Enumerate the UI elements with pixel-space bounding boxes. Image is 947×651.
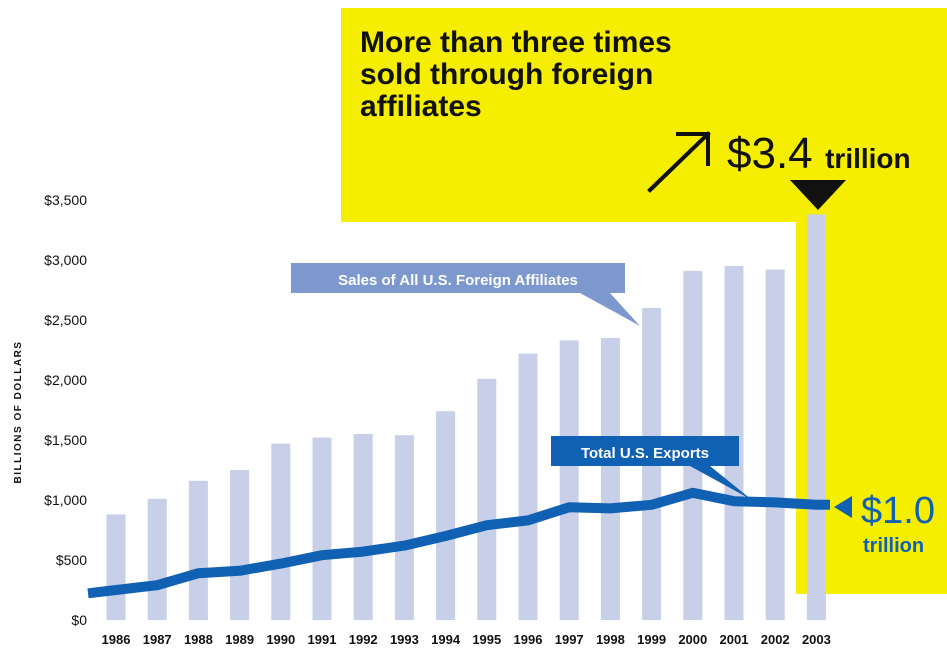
bar-1997 [559, 340, 579, 620]
bar-1987 [147, 498, 167, 620]
x-tick-label: 2001 [720, 632, 749, 647]
top-value: $3.4 [727, 129, 813, 178]
x-tick-label: 1999 [637, 632, 666, 647]
bar-1994 [436, 411, 456, 620]
bar-2002 [765, 269, 785, 620]
y-tick-label: $1,000 [44, 492, 87, 508]
triangle-down-icon [790, 180, 846, 210]
x-tick-label: 1993 [390, 632, 419, 647]
y-tick-label: $3,500 [44, 192, 87, 208]
bar-1996 [518, 353, 538, 620]
callout-affiliates: Sales of All U.S. Foreign Affiliates [291, 263, 640, 326]
end-value: $1.0 [861, 490, 935, 532]
y-axis-label: BILLIONS OF DOLLARS [13, 341, 24, 484]
bar-2003 [806, 214, 826, 620]
callout-exports: Total U.S. Exports [551, 436, 752, 500]
x-tick-label: 1990 [266, 632, 295, 647]
x-tick-label: 2002 [761, 632, 790, 647]
bars [106, 214, 826, 620]
x-tick-label: 1989 [225, 632, 254, 647]
end-unit: trillion [863, 535, 924, 557]
y-tick-label: $0 [71, 612, 87, 628]
x-tick-label: 1987 [143, 632, 172, 647]
top-value-label: $3.4 trillion [727, 129, 911, 178]
x-tick-label: 1992 [349, 632, 378, 647]
x-tick-labels: 1986 1987 1988 1989 1990 1991 1992 1993 1994 1995… [102, 632, 831, 647]
y-tick-label: $1,500 [44, 432, 87, 448]
x-tick-label: 1995 [472, 632, 501, 647]
exports-line-layer [87, 487, 830, 599]
bar-1988 [188, 480, 208, 620]
x-tick-label: 2000 [678, 632, 707, 647]
x-tick-label: 2003 [802, 632, 831, 647]
bar-1990 [271, 443, 291, 620]
bar-1995 [477, 378, 497, 620]
callout-exports-text: Total U.S. Exports [581, 445, 709, 462]
headline-line-2: sold through foreign [360, 58, 653, 91]
x-tick-label: 1991 [308, 632, 337, 647]
y-tick-label: $2,500 [44, 312, 87, 328]
y-tick-label: $500 [56, 552, 87, 568]
x-tick-label: 1996 [514, 632, 543, 647]
top-unit: trillion [825, 143, 911, 174]
arrow-up-right-icon [647, 131, 711, 193]
y-tick-labels: $0 $500 $1,000 $1,500 $2,000 $2,500 $3,000 $3,5… [44, 192, 87, 628]
x-tick-label: 1986 [102, 632, 131, 647]
x-tick-label: 1998 [596, 632, 625, 647]
y-tick-label: $2,000 [44, 372, 87, 388]
bar-1991 [312, 437, 332, 620]
bar-1992 [353, 434, 373, 620]
y-tick-label: $3,000 [44, 252, 87, 268]
headline-line-3: affiliates [360, 90, 482, 123]
x-tick-label: 1988 [184, 632, 213, 647]
bar-1986 [106, 514, 126, 620]
triangle-left-icon [834, 496, 852, 518]
bar-1989 [230, 470, 250, 620]
highlight-panel [341, 8, 947, 594]
headline: More than three times sold through forei… [360, 26, 680, 123]
callout-affiliates-box [291, 263, 640, 326]
x-tick-label: 1994 [431, 632, 461, 647]
callout-affiliates-text: Sales of All U.S. Foreign Affiliates [338, 272, 578, 289]
x-tick-label: 1997 [555, 632, 584, 647]
callout-exports-box [551, 436, 752, 500]
bar-1993 [394, 435, 414, 620]
headline-line-1: More than three times [360, 26, 672, 59]
exports-line [87, 487, 830, 599]
bar-1998 [600, 338, 620, 620]
